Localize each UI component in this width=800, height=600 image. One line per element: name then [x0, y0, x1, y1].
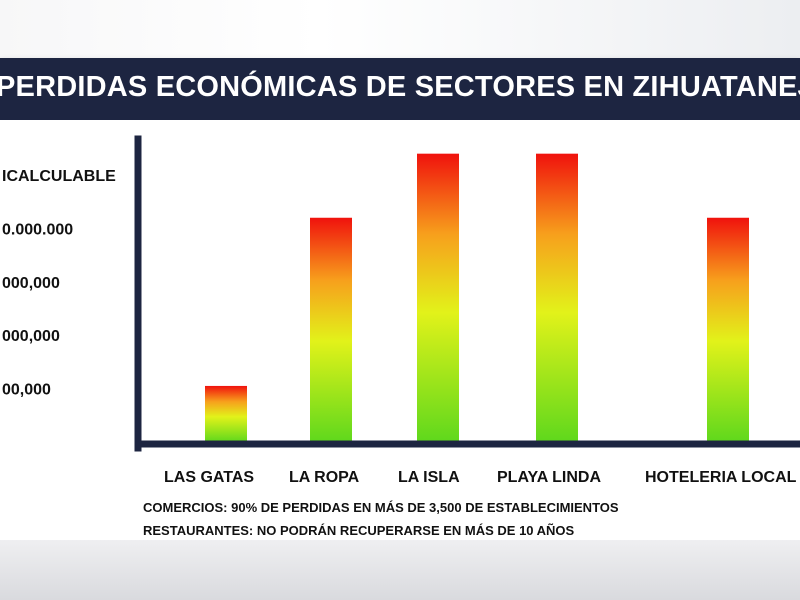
plot-panel	[0, 120, 800, 540]
y-tick-label: ICALCULABLE	[2, 168, 116, 185]
x-tick-label: LAS GATAS	[164, 469, 254, 486]
note-restaurantes: RESTAURANTES: NO PODRÁN RECUPERARSE EN M…	[143, 523, 575, 538]
bar	[205, 385, 247, 442]
y-tick-label: 0.000.000	[2, 221, 73, 238]
bar	[707, 217, 749, 442]
bar	[536, 153, 578, 442]
axes	[134, 135, 800, 452]
bar	[310, 217, 352, 442]
top-background	[0, 0, 800, 58]
bars	[205, 153, 749, 442]
x-tick-labels: LAS GATAS LA ROPA LA ISLA PLAYA LINDA HOTELE…	[164, 469, 797, 486]
x-tick-label: HOTELERIA LOCAL	[645, 469, 797, 486]
x-tick-label: PLAYA LINDA	[497, 469, 601, 486]
note-comercios: COMERCIOS: 90% DE PERDIDAS EN MÁS DE 3,5…	[143, 500, 619, 515]
y-tick-label: 00,000	[2, 382, 51, 399]
y-tick-label: 000,000	[2, 275, 60, 292]
bottom-background	[0, 540, 800, 600]
x-tick-label: LA ISLA	[398, 469, 460, 486]
chart-title: PERDIDAS ECONÓMICAS DE SECTORES EN ZIHUA…	[0, 71, 800, 103]
title-bar: PERDIDAS ECONÓMICAS DE SECTORES EN ZIHUA…	[0, 58, 800, 120]
x-tick-label: LA ROPA	[289, 469, 360, 486]
bar	[417, 153, 459, 442]
y-tick-label: 000,000	[2, 328, 60, 345]
y-tick-labels: 00,000 000,000 000,000 0.000.000 ICALCULABLE	[2, 168, 116, 399]
